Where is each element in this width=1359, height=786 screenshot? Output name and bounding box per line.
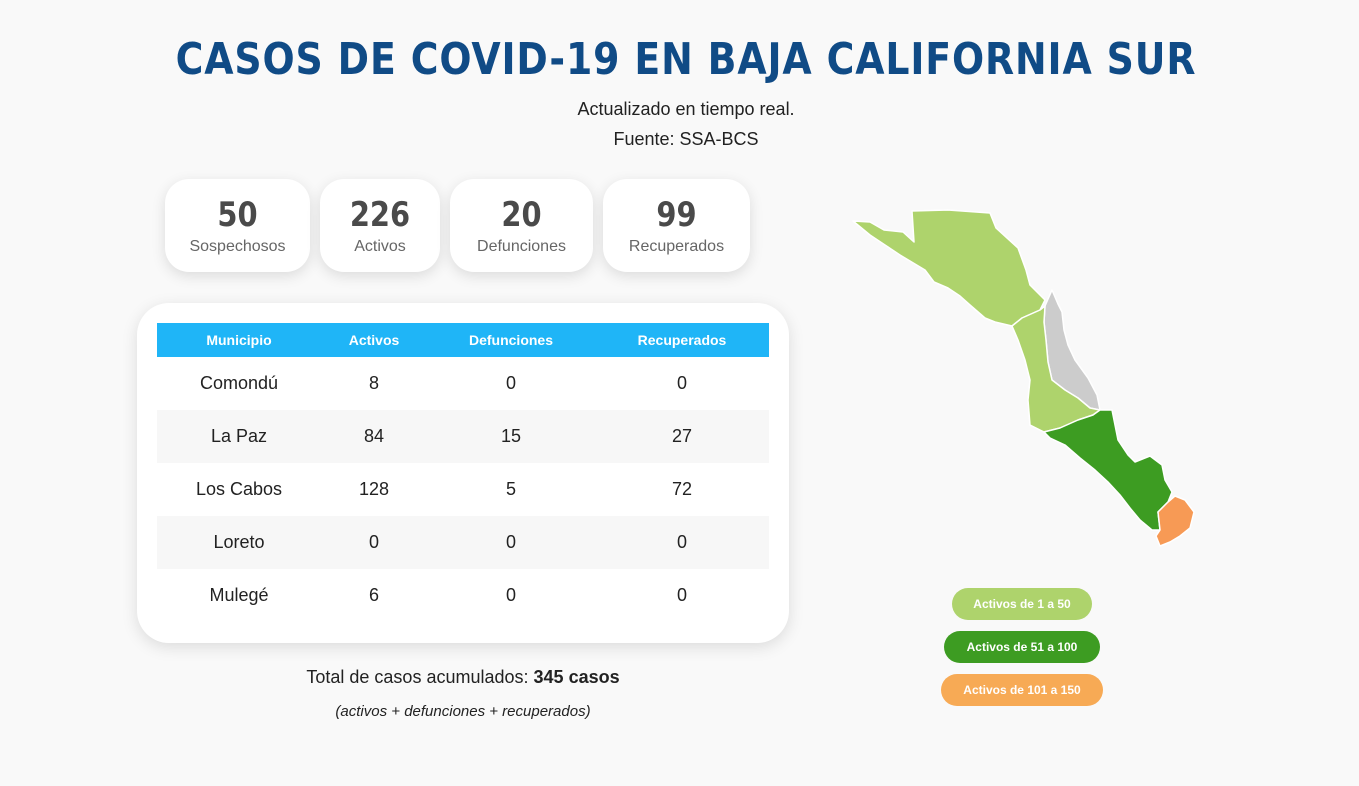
cell-activos: 128	[358, 479, 390, 499]
total-cases: Total de casos acumulados: 345 casos	[137, 667, 789, 688]
legend-high: Activos de 101 a 150	[941, 674, 1103, 706]
legend-high-label: Activos de 101 a 150	[963, 683, 1081, 697]
cell-activos: 8	[368, 373, 379, 393]
region-mulege[interactable]	[852, 209, 1046, 327]
cell-municipio: Loreto	[213, 532, 265, 552]
cell-activos: 0	[368, 532, 379, 552]
stat-value: 226	[349, 195, 411, 235]
cell-recuperados: 72	[671, 479, 693, 499]
legend-low: Activos de 1 a 50	[952, 588, 1092, 620]
header-municipio: Municipio	[206, 332, 272, 348]
stat-card-recuperados: 99 Recuperados	[603, 179, 750, 272]
total-formula-note: (activos + defunciones + recuperados)	[335, 703, 591, 720]
cell-activos: 6	[368, 585, 379, 605]
stat-card-activos: 226 Activos	[320, 179, 440, 272]
legend-mid: Activos de 51 a 100	[944, 631, 1100, 663]
update-note: Actualizado en tiempo real.	[577, 99, 795, 119]
stat-card-sospechosos: 50 Sospechosos	[165, 179, 310, 272]
table-row: Los Cabos 128 5 72	[157, 463, 769, 516]
cell-activos: 84	[363, 426, 385, 446]
cell-defunciones: 0	[505, 585, 516, 605]
cell-defunciones: 0	[505, 532, 516, 552]
total-value: 345 casos	[533, 667, 620, 687]
table-header-row: Municipio Activos Defunciones Recuperado…	[157, 323, 769, 357]
region-la-paz[interactable]	[1043, 409, 1173, 531]
total-label: Total de casos acumulados:	[306, 667, 529, 687]
municipios-table: Municipio Activos Defunciones Recuperado…	[157, 323, 769, 622]
source-note: Fuente: SSA-BCS	[613, 129, 759, 149]
cell-recuperados: 0	[676, 532, 687, 552]
cell-recuperados: 27	[671, 426, 693, 446]
bcs-municipios-map	[852, 209, 1195, 547]
region-comondu[interactable]	[1011, 305, 1101, 433]
stat-value: 99	[656, 195, 697, 235]
stat-card-defunciones: 20 Defunciones	[450, 179, 593, 272]
page-title: CASOS DE COVID-19 EN BAJA CALIFORNIA SUR	[175, 34, 1197, 85]
table-row: Mulegé 6 0 0	[157, 569, 769, 622]
header-activos: Activos	[348, 332, 400, 348]
table-row: La Paz 84 15 27	[157, 410, 769, 463]
legend-mid-label: Activos de 51 a 100	[966, 640, 1078, 654]
cell-defunciones: 15	[500, 426, 522, 446]
region-los-cabos[interactable]	[1155, 495, 1195, 547]
table-row: Comondú 8 0 0	[157, 357, 769, 410]
stat-label: Recuperados	[628, 238, 725, 255]
stat-label: Defunciones	[477, 238, 566, 255]
cell-defunciones: 0	[505, 373, 516, 393]
cell-municipio: La Paz	[210, 426, 268, 446]
stat-label: Sospechosos	[189, 238, 286, 255]
cell-recuperados: 0	[676, 585, 687, 605]
stat-value: 50	[217, 195, 258, 235]
header-recuperados: Recuperados	[637, 332, 727, 348]
cell-municipio: Los Cabos	[195, 479, 283, 499]
cell-defunciones: 5	[505, 479, 516, 499]
stat-label: Activos	[354, 238, 406, 255]
municipios-table-card: Municipio Activos Defunciones Recuperado…	[137, 303, 789, 643]
cell-municipio: Mulegé	[209, 585, 269, 605]
cell-recuperados: 0	[676, 373, 687, 393]
cell-municipio: Comondú	[199, 373, 279, 393]
header-defunciones: Defunciones	[468, 332, 553, 348]
table-row: Loreto 0 0 0	[157, 516, 769, 569]
stat-value: 20	[501, 195, 542, 235]
legend-low-label: Activos de 1 a 50	[973, 597, 1071, 611]
